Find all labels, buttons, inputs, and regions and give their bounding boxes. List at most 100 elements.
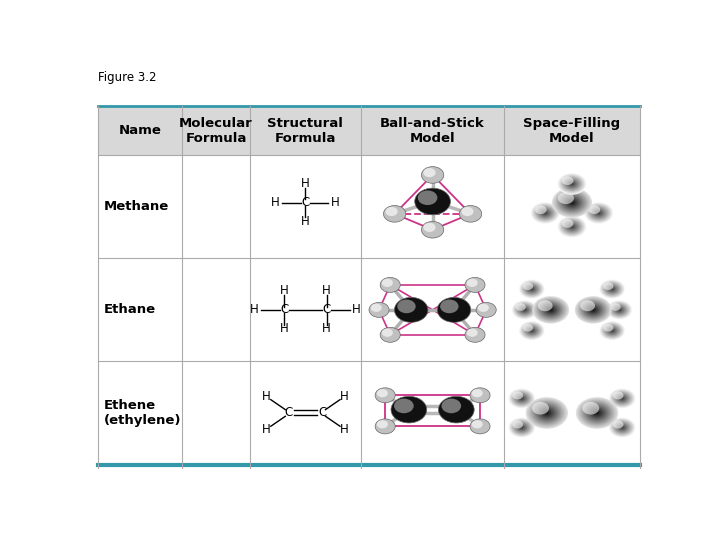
Circle shape [602,281,623,297]
Circle shape [532,402,562,424]
Circle shape [437,298,471,322]
Circle shape [588,205,610,221]
Circle shape [513,301,536,318]
Circle shape [520,280,544,298]
Circle shape [587,204,611,222]
Circle shape [610,303,629,317]
Text: H: H [323,285,331,298]
Circle shape [603,324,621,337]
Circle shape [397,300,415,313]
Circle shape [516,303,534,316]
Circle shape [544,305,558,315]
Circle shape [528,328,536,334]
Circle shape [568,181,575,187]
Circle shape [547,307,554,313]
Circle shape [519,426,524,429]
Circle shape [546,306,555,313]
Circle shape [534,403,560,423]
Circle shape [621,398,623,399]
Circle shape [603,282,622,296]
Circle shape [423,223,436,232]
Circle shape [415,188,451,215]
Circle shape [563,220,581,233]
Circle shape [618,309,621,311]
Circle shape [516,423,528,432]
Circle shape [566,222,578,232]
Text: C: C [318,407,326,420]
Text: H: H [352,303,361,316]
Circle shape [618,395,626,402]
Circle shape [371,303,382,312]
Circle shape [421,167,444,183]
Text: H: H [262,390,271,403]
Circle shape [606,327,618,335]
Circle shape [513,392,523,400]
Circle shape [612,305,626,315]
Circle shape [528,287,535,292]
Circle shape [528,399,565,427]
Circle shape [521,322,543,339]
Bar [250,106,361,155]
Circle shape [512,300,537,320]
Circle shape [521,281,543,298]
Circle shape [525,325,539,336]
Circle shape [582,302,603,318]
Text: H: H [271,196,280,209]
Circle shape [394,399,414,413]
Circle shape [589,205,600,214]
Circle shape [613,421,624,429]
Circle shape [562,177,573,185]
Circle shape [580,300,606,319]
Circle shape [618,309,620,310]
Circle shape [536,299,566,321]
Circle shape [377,420,388,428]
Circle shape [516,394,528,403]
Circle shape [526,397,568,429]
Circle shape [617,395,627,402]
Bar [250,361,361,464]
Circle shape [616,422,629,433]
Circle shape [382,279,393,287]
Circle shape [585,304,601,316]
Text: C: C [323,303,330,316]
Text: H: H [330,196,339,209]
Circle shape [525,284,539,294]
Circle shape [543,410,551,416]
Bar [361,106,504,155]
Circle shape [610,418,635,437]
Text: C: C [284,407,293,420]
Circle shape [459,206,482,222]
Circle shape [380,327,400,342]
Circle shape [611,330,613,331]
Circle shape [521,323,542,339]
Circle shape [581,401,613,425]
Circle shape [595,411,600,415]
Circle shape [535,205,546,214]
Circle shape [521,427,523,428]
Circle shape [611,419,634,436]
Circle shape [611,390,633,407]
Circle shape [510,390,534,407]
Circle shape [589,407,605,419]
Bar [99,361,182,464]
Circle shape [609,417,636,437]
Circle shape [543,304,559,316]
Circle shape [536,405,557,421]
Circle shape [532,402,549,415]
Circle shape [395,298,428,322]
Circle shape [523,309,526,310]
Circle shape [508,388,535,408]
Text: H: H [262,423,271,436]
Circle shape [570,201,575,205]
Circle shape [596,211,601,215]
Circle shape [611,303,629,316]
Circle shape [609,302,630,318]
Circle shape [588,306,598,313]
Circle shape [616,394,628,403]
Circle shape [526,326,539,335]
Circle shape [544,411,549,415]
Circle shape [567,180,577,187]
Bar [99,106,182,155]
Bar [182,361,250,464]
Circle shape [606,300,632,320]
